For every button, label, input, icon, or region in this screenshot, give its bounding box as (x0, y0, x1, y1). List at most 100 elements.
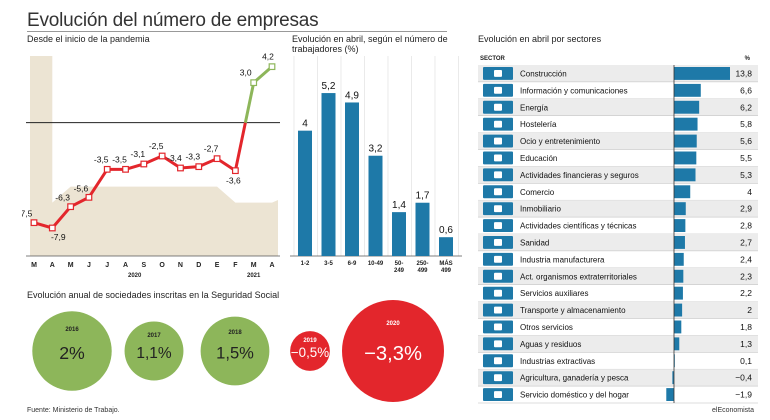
cross-icon-glyph (494, 239, 502, 246)
point-value-label: -3,1 (131, 149, 146, 159)
month-tick-label: J (105, 262, 109, 269)
sector-row-band (478, 301, 758, 319)
truck-icon-glyph (494, 306, 502, 314)
footer-source: Fuente: Ministerio de Trabajo. (27, 407, 120, 414)
sector-value-label: 2,7 (740, 237, 752, 247)
size-tick-label: 6-9 (348, 261, 357, 267)
sector-row-band (478, 335, 758, 353)
title-divider (27, 31, 447, 32)
point-value-label: -3,6 (226, 176, 241, 186)
plug-icon-glyph (494, 103, 502, 111)
sector-value-label: 5,6 (740, 136, 752, 146)
month-tick-label: O (159, 262, 165, 269)
size-tick-label: MÁS (439, 260, 452, 267)
sector-bar (674, 269, 684, 283)
month-tick-label: J (87, 262, 91, 269)
house-icon-glyph (494, 205, 502, 213)
size-tick-label: 499 (417, 268, 428, 274)
sector-value-label: 1,8 (740, 322, 752, 332)
annual-value-label: 1,1% (136, 345, 172, 362)
size-tick-label: 50- (395, 261, 404, 267)
point-value-label: 4,2 (262, 52, 274, 62)
line-point (195, 163, 203, 171)
month-tick-label: E (215, 262, 220, 269)
sector-bar (674, 354, 675, 368)
month-tick-label: M (251, 262, 257, 269)
sector-bar (674, 286, 683, 300)
size-bar-value: 1,7 (416, 191, 430, 202)
sector-bar (674, 337, 680, 351)
sector-label: Industria manufacturera (520, 255, 605, 264)
sector-bar (674, 151, 697, 165)
cart-icon-glyph (494, 188, 502, 196)
sector-chart-title: Evolución en abril por sectores (478, 34, 602, 44)
sector-bar (672, 371, 674, 385)
annual-year-label: 2020 (386, 321, 400, 327)
point-value-label: -3,5 (94, 154, 109, 164)
sector-bar (674, 252, 684, 266)
sector-label: Hostelería (520, 120, 557, 129)
tractor-icon-glyph (494, 374, 502, 382)
point-value-label: -3,5 (112, 154, 127, 164)
month-tick-label: N (178, 262, 183, 269)
annual-year-label: 2019 (303, 338, 317, 344)
month-tick-label: M (31, 262, 37, 269)
sector-value-label: 6,6 (740, 85, 752, 95)
line-point (177, 164, 184, 172)
monitor-icon-glyph (494, 154, 502, 162)
sector-value-label: 2,9 (740, 204, 752, 214)
sector-label: Servicios auxiliares (520, 289, 588, 298)
sector-value-label: 13,8 (735, 68, 752, 78)
pickaxe-icon-glyph (494, 357, 502, 365)
cycle-icon-glyph (494, 323, 502, 331)
point-value-label: -5,6 (74, 183, 89, 193)
size-bar-value: 0,6 (439, 225, 453, 236)
point-value-label: -2,7 (204, 144, 219, 154)
month-tick-label: A (123, 262, 128, 269)
month-tick-label: M (68, 262, 74, 269)
size-bar-chart: 4 1-2 5,2 3-5 4,9 6-9 3,2 10-49 1,4 50-249 1,7 250-… (290, 56, 462, 274)
line-point (48, 224, 56, 232)
line-point (140, 160, 148, 168)
size-chart-title: Evolución en abril, según el número de t… (292, 34, 448, 54)
size-bar (392, 212, 406, 256)
size-bar (321, 93, 336, 256)
sector-value-label: 5,3 (740, 170, 752, 180)
size-bar (298, 130, 312, 256)
month-tick-label: A (50, 262, 55, 269)
line-point (268, 63, 276, 71)
sector-value-label: 1,3 (740, 339, 752, 349)
size-bar (345, 102, 359, 256)
point-value-label: 3,0 (240, 68, 252, 78)
line-point (158, 152, 166, 160)
sector-row-band (478, 200, 758, 218)
sector-label: Industrias extractivas (520, 357, 595, 366)
size-tick-label: 1-2 (301, 261, 310, 267)
annual-value-label: −0,5% (291, 345, 329, 360)
line-point (85, 193, 93, 201)
size-tick-label: 499 (441, 268, 452, 274)
month-tick-label: D (196, 262, 201, 269)
sector-value-label: 2,8 (740, 221, 752, 231)
hotel-icon-glyph (494, 120, 502, 128)
sector-bar (674, 185, 691, 199)
annual-value-label: 2% (59, 343, 85, 363)
film-icon-glyph (494, 137, 502, 145)
sector-value-label: 2 (747, 305, 752, 315)
sector-label: Actividades financieras y seguros (520, 171, 639, 180)
point-value-label: -3,4 (167, 153, 182, 163)
sector-bar (674, 168, 696, 182)
sector-bar (674, 67, 730, 80)
sector-value-label: 0,1 (740, 356, 752, 366)
pct-column-header: % (745, 56, 751, 62)
line-point (231, 167, 239, 175)
annual-bubble-chart: 2016 2% 2017 1,1% 2018 1,5% 2019−0,5% 2020 −3,3% (32, 300, 444, 402)
page-title: Evolución del número de empresas (27, 10, 319, 31)
size-bar-value: 3,2 (369, 144, 383, 155)
sector-bar (674, 320, 682, 334)
sector-value-label: −1,9 (735, 390, 752, 400)
size-tick-label: 249 (394, 268, 405, 274)
point-value-label: -6,3 (55, 193, 70, 203)
sector-bar (674, 100, 700, 114)
year-tick-label: 2020 (128, 273, 142, 279)
